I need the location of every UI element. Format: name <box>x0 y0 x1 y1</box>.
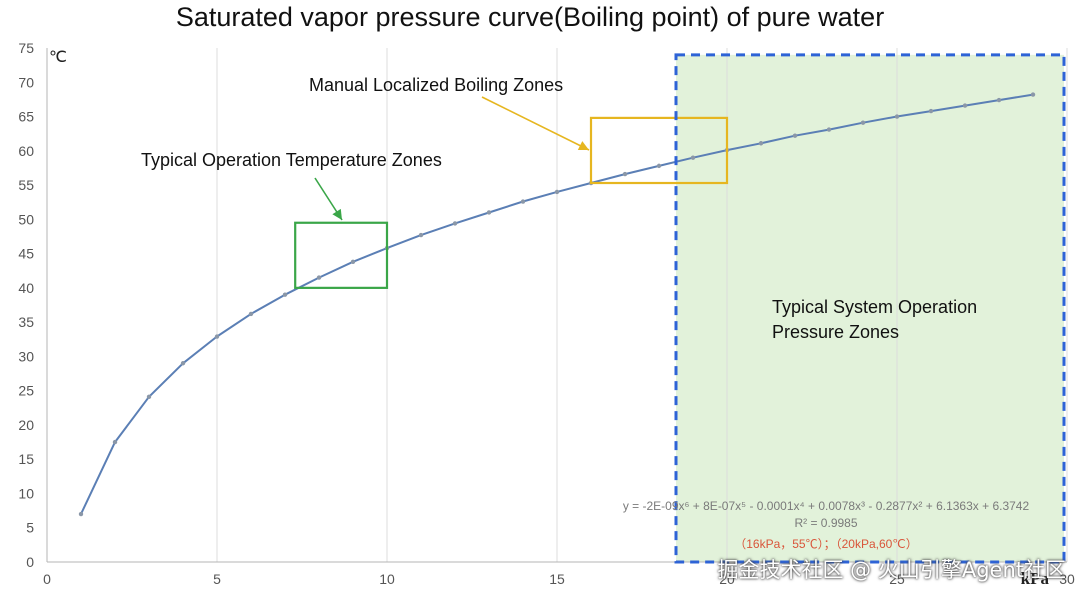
data-point <box>1030 92 1036 97</box>
y-axis-label: ℃ <box>49 49 67 66</box>
data-point <box>452 221 458 226</box>
y-tick-label: 20 <box>18 417 34 433</box>
y-tick-label: 45 <box>18 246 34 262</box>
y-tick-label: 55 <box>18 177 34 193</box>
data-point <box>962 103 968 108</box>
temperature-zone-box <box>294 221 389 289</box>
x-tick-label: 5 <box>213 571 221 587</box>
data-point <box>214 334 220 339</box>
pressure-zone-label-line2: Pressure Zones <box>772 322 899 342</box>
trendline-equation: y = -2E-09x⁶ + 8E-07x⁵ - 0.0001x⁴ + 0.00… <box>623 499 1030 513</box>
y-tick-label: 35 <box>18 314 34 330</box>
y-tick-label: 15 <box>18 451 34 467</box>
data-point <box>180 361 186 366</box>
data-point <box>622 171 628 177</box>
boiling-zone-arrow <box>481 96 590 151</box>
trendline-r-squared: R² = 0.9985 <box>794 516 857 530</box>
data-point <box>656 163 662 169</box>
data-point <box>996 97 1002 103</box>
data-point <box>894 114 900 119</box>
y-tick-label: 10 <box>18 485 34 501</box>
y-tick-label: 25 <box>18 383 34 399</box>
pressure-zone-fill <box>676 54 1064 562</box>
data-point <box>78 511 84 517</box>
data-point <box>792 133 798 138</box>
data-point <box>520 199 526 204</box>
y-tick-label: 30 <box>18 348 34 364</box>
temperature-zone-arrow-head <box>332 208 342 220</box>
boiling-zone-box <box>589 116 729 185</box>
chart-title: Saturated vapor pressure curve(Boiling p… <box>175 2 885 32</box>
x-tick-label: 20 <box>719 571 735 587</box>
data-point <box>350 259 356 265</box>
data-point <box>690 155 696 160</box>
data-point <box>112 439 118 445</box>
y-tick-label: 75 <box>18 40 34 56</box>
x-tick-label: 10 <box>379 571 395 587</box>
data-point <box>758 141 764 146</box>
y-tick-label: 60 <box>18 143 34 159</box>
y-tick-label: 0 <box>26 554 34 570</box>
y-tick-label: 40 <box>18 280 34 296</box>
data-point <box>248 311 254 317</box>
data-point <box>928 108 934 114</box>
watermark-text: 掘金技术社区 @ 火山引擎Agent社区 <box>717 558 1066 582</box>
data-point <box>282 292 288 297</box>
y-tick-label: 70 <box>18 74 34 90</box>
y-tick-label: 65 <box>18 109 34 125</box>
data-point <box>146 394 152 400</box>
boiling-zone-arrow-head <box>577 141 589 150</box>
y-tick-label: 50 <box>18 211 34 227</box>
x-axis-label: kPa <box>1021 569 1050 588</box>
data-point <box>826 127 832 132</box>
data-point <box>486 210 492 215</box>
y-tick-label: 5 <box>26 520 34 536</box>
data-point <box>860 120 866 125</box>
pressure-zone-label-line1: Typical System Operation <box>772 297 977 317</box>
x-tick-label: 0 <box>43 571 51 587</box>
data-point <box>316 275 322 280</box>
x-tick-label: 30 <box>1059 571 1075 587</box>
boiling-zone-label: Manual Localized Boiling Zones <box>309 75 563 95</box>
x-tick-label: 25 <box>889 571 905 587</box>
data-point <box>554 189 560 195</box>
pressure-zone-box <box>674 53 1066 564</box>
x-tick-label: 15 <box>549 571 565 587</box>
data-point <box>418 232 424 238</box>
temperature-zone-label: Typical Operation Temperature Zones <box>141 150 442 170</box>
pressure-temperature-note: （16kPa，55℃）；（20kPa,60℃） <box>734 537 918 551</box>
